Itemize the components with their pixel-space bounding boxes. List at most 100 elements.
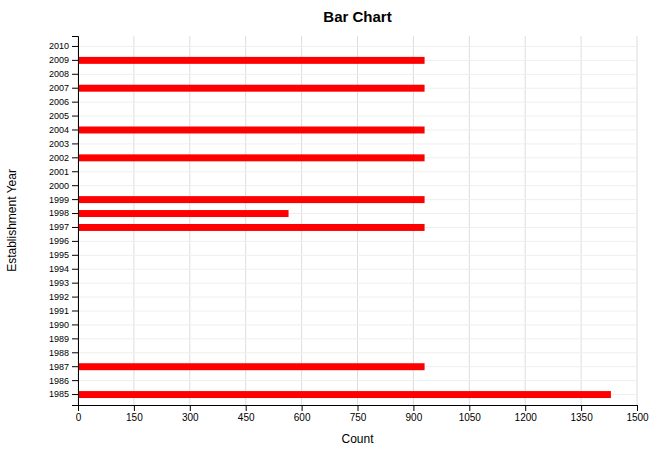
bar — [78, 85, 425, 92]
tick-label: 1986 — [49, 376, 69, 386]
tick-mark — [72, 241, 78, 242]
tick: 1500 — [626, 405, 649, 423]
tick-mark — [72, 311, 78, 312]
grid-line — [469, 36, 470, 405]
tick-label: 1050 — [459, 412, 482, 423]
grid-line — [78, 143, 637, 144]
grid-line — [78, 102, 637, 103]
tick-mark — [72, 157, 78, 158]
y-axis: 1985198619871988198919901991199219931994… — [49, 37, 79, 406]
tick-mark — [72, 255, 78, 256]
tick-mark — [190, 405, 191, 411]
grid-line — [78, 338, 637, 339]
tick: 2000 — [49, 181, 78, 191]
grid-line — [78, 352, 637, 353]
tick-mark — [72, 394, 78, 395]
grid — [78, 36, 637, 405]
tick: 600 — [294, 405, 311, 423]
tick: 2001 — [49, 167, 78, 177]
tick-mark — [72, 46, 78, 47]
tick-mark — [525, 405, 526, 411]
tick-label: 600 — [294, 412, 311, 423]
tick: 1994 — [49, 264, 78, 274]
tick: 450 — [238, 405, 255, 423]
tick-mark — [134, 405, 135, 411]
tick-mark — [72, 283, 78, 284]
tick: 1200 — [515, 405, 538, 423]
plot: 0150300450600750900105012001350150019851… — [49, 36, 649, 423]
grid-line — [78, 269, 637, 270]
grid-line — [78, 46, 637, 47]
tick-mark — [72, 324, 78, 325]
tick-label: 2003 — [49, 139, 69, 149]
tick-mark — [72, 74, 78, 75]
tick-label: 2006 — [49, 97, 69, 107]
chart: 0150300450600750900105012001350150019851… — [0, 0, 657, 453]
bar — [78, 196, 425, 203]
tick-mark — [72, 129, 78, 130]
tick-mark — [413, 405, 414, 411]
grid-line — [581, 36, 582, 405]
tick-label: 2005 — [49, 111, 69, 121]
tick-label: 2010 — [49, 41, 69, 51]
tick-label: 300 — [182, 412, 199, 423]
tick: 2008 — [49, 69, 78, 79]
tick-label: 1990 — [49, 320, 69, 330]
tick-label: 1985 — [49, 389, 69, 399]
tick: 1999 — [49, 194, 78, 204]
x-axis: 01503004506007509001050120013501500 — [76, 405, 649, 423]
grid-line — [78, 324, 637, 325]
tick: 2003 — [49, 139, 78, 149]
tick: 750 — [350, 405, 367, 423]
tick-label: 2000 — [49, 181, 69, 191]
grid-line — [78, 380, 637, 381]
tick: 1350 — [570, 405, 593, 423]
tick-label: 1350 — [570, 412, 593, 423]
x-axis-title: Count — [341, 432, 374, 446]
tick-label: 750 — [350, 412, 367, 423]
tick-label: 1994 — [49, 264, 69, 274]
tick: 1995 — [49, 250, 78, 260]
tick-label: 2007 — [49, 83, 69, 93]
tick-mark — [72, 297, 78, 298]
axis-line — [79, 406, 638, 412]
tick: 1986 — [49, 376, 78, 386]
tick-label: 1989 — [49, 334, 69, 344]
tick-label: 1997 — [49, 222, 69, 232]
grid-line — [637, 36, 638, 405]
tick-mark — [72, 60, 78, 61]
tick: 1996 — [49, 236, 78, 246]
bar — [78, 127, 425, 134]
bar — [78, 210, 289, 217]
tick-label: 1200 — [515, 412, 538, 423]
grid-line — [78, 255, 637, 256]
tick-label: 1992 — [49, 292, 69, 302]
tick-mark — [72, 143, 78, 144]
axis-line — [72, 37, 79, 406]
tick-label: 450 — [238, 412, 255, 423]
tick: 300 — [182, 405, 199, 423]
tick: 1997 — [49, 222, 78, 232]
tick-mark — [72, 171, 78, 172]
tick: 2007 — [49, 83, 78, 93]
tick: 1988 — [49, 348, 78, 358]
tick-label: 2004 — [49, 125, 69, 135]
tick-mark — [469, 405, 470, 411]
grid-line — [78, 74, 637, 75]
tick-mark — [302, 405, 303, 411]
tick-mark — [72, 380, 78, 381]
grid-line — [78, 311, 637, 312]
tick-label: 2002 — [49, 153, 69, 163]
tick-label: 1998 — [49, 208, 69, 218]
tick-label: 0 — [76, 412, 82, 423]
tick-label: 1996 — [49, 236, 69, 246]
grid-line — [78, 171, 637, 172]
tick-label: 1987 — [49, 362, 69, 372]
bar — [78, 224, 425, 231]
tick: 2006 — [49, 97, 78, 107]
tick: 1990 — [49, 320, 78, 330]
tick-mark — [581, 405, 582, 411]
tick-label: 1991 — [49, 306, 69, 316]
tick-label: 1999 — [49, 194, 69, 204]
grid-line — [525, 36, 526, 405]
